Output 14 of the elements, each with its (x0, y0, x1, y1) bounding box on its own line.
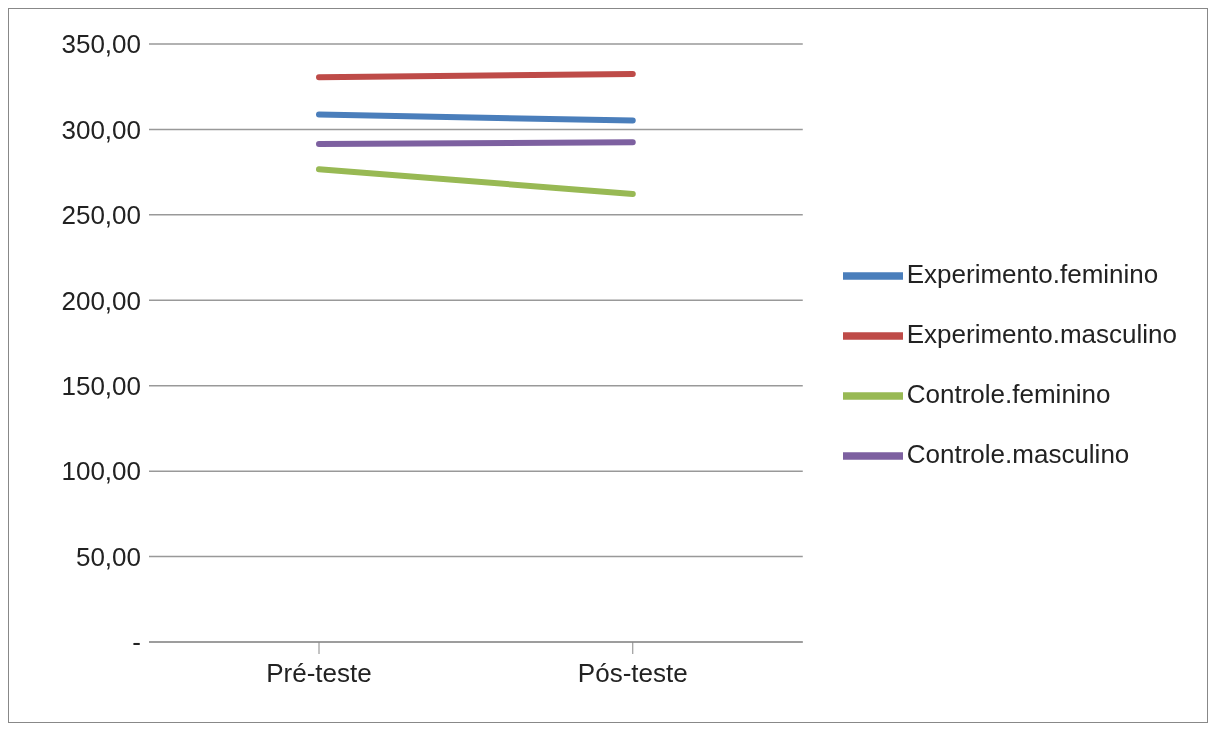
y-tick-label: 100,00 (61, 456, 141, 487)
y-tick-label: 300,00 (61, 114, 141, 145)
x-tick-label: Pré-teste (266, 658, 372, 689)
y-tick-label: 50,00 (75, 541, 141, 572)
legend-label: Controle.masculino (906, 438, 1130, 469)
y-tick-label: 150,00 (61, 370, 141, 401)
legend-label: Controle.feminino (906, 378, 1111, 409)
x-tick-label: Pós-teste (577, 658, 688, 689)
legend-label: Experimento.masculino (906, 318, 1177, 349)
y-tick-label: 350,00 (61, 29, 141, 60)
y-tick-label: - (132, 627, 141, 658)
y-tick-label: 200,00 (61, 285, 141, 316)
y-tick-label: 250,00 (61, 200, 141, 231)
legend-label: Experimento.feminino (906, 258, 1159, 289)
